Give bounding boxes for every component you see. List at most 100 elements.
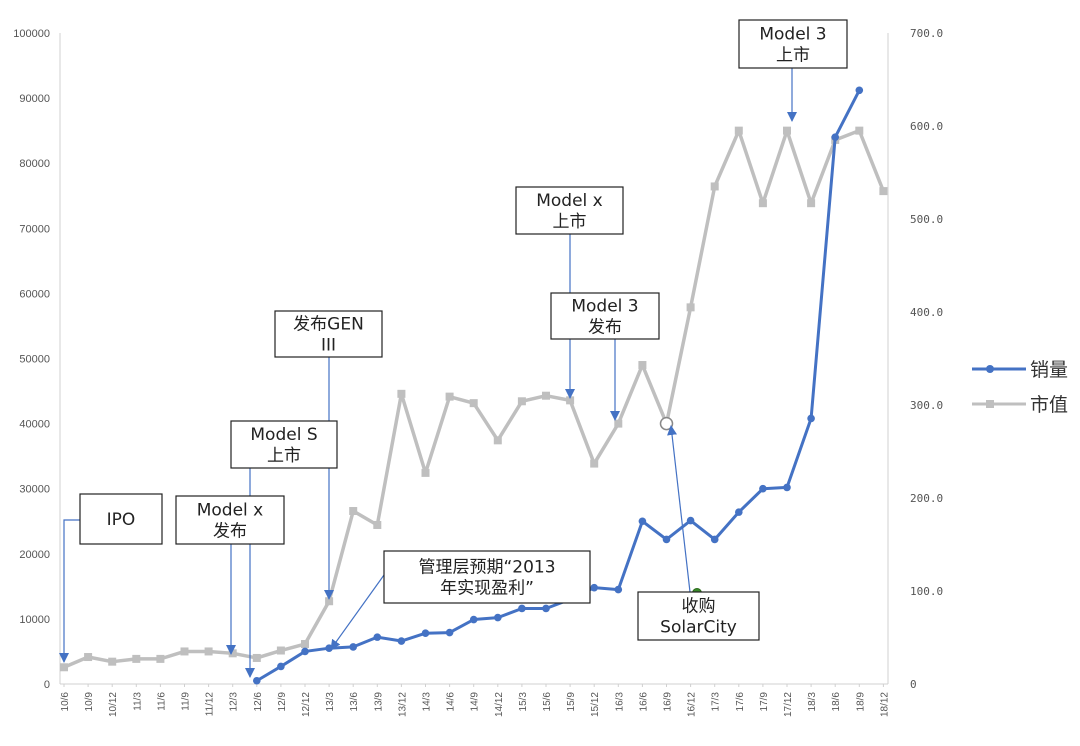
annotation-arrow xyxy=(671,426,690,592)
annotation-text: Model 3 xyxy=(571,297,638,317)
left-tick-label: 100000 xyxy=(13,28,50,40)
marketcap-point xyxy=(422,469,430,477)
sales-point xyxy=(349,643,357,651)
x-tick-label: 15/6 xyxy=(542,692,553,712)
x-tick-label: 10/6 xyxy=(60,692,71,712)
marketcap-point xyxy=(349,507,357,515)
annotation-text: 上市 xyxy=(267,446,301,466)
x-tick-label: 13/12 xyxy=(397,692,408,717)
sales-point xyxy=(687,517,695,525)
x-tick-label: 16/12 xyxy=(687,692,698,717)
x-tick-label: 13/9 xyxy=(373,692,384,712)
x-tick-label: 17/9 xyxy=(759,692,770,712)
x-tick-label: 18/9 xyxy=(855,692,866,712)
marketcap-point xyxy=(181,647,189,655)
marketcap-point xyxy=(687,303,695,311)
x-tick-label: 14/3 xyxy=(422,692,433,712)
sales-point xyxy=(301,648,309,656)
marketcap-point xyxy=(542,392,550,400)
annotation-text: 上市 xyxy=(553,212,587,232)
annotation-text: Model x xyxy=(197,501,264,521)
sales-point xyxy=(446,629,454,637)
annotation-box: Model 3上市 xyxy=(739,20,847,68)
annotation-box: Model 3发布 xyxy=(551,293,659,339)
marketcap-point xyxy=(277,647,285,655)
x-axis-ticks: 10/6 10/9 10/12 11/3 11/6 11/9 11/12 12/3 12/6 12… xyxy=(60,684,890,717)
right-tick-label: 200.0 xyxy=(910,492,943,505)
x-tick-label: 12/9 xyxy=(277,692,288,712)
sales-point xyxy=(615,586,623,594)
marketcap-point xyxy=(84,653,92,661)
marketcap-point xyxy=(735,127,743,135)
annotation-text: SolarCity xyxy=(660,618,737,638)
marketcap-point xyxy=(229,649,237,657)
x-tick-label: 15/9 xyxy=(566,692,577,712)
x-tick-label: 18/12 xyxy=(879,692,890,717)
right-tick-label: 600.0 xyxy=(910,120,943,133)
x-tick-label: 11/9 xyxy=(181,692,192,711)
marketcap-point xyxy=(373,521,381,529)
annotation-text: 发布GEN xyxy=(293,315,364,335)
left-tick-label: 90000 xyxy=(19,93,50,105)
left-tick-label: 30000 xyxy=(19,484,50,496)
marketcap-point xyxy=(711,182,719,190)
right-axis-ticks: 0 100.0 200.0 300.0 400.0 500.0 600.0 700.0 xyxy=(910,27,943,691)
sales-point xyxy=(735,508,743,516)
sales-point xyxy=(374,633,382,641)
annotation-text: 发布 xyxy=(588,318,622,338)
sales-point xyxy=(831,133,839,141)
sales-point xyxy=(253,677,261,685)
annotation-text: 年实现盈利” xyxy=(440,579,534,599)
right-tick-label: 700.0 xyxy=(910,27,943,40)
legend-label-marketcap: 市值 xyxy=(1030,394,1068,416)
sales-point xyxy=(759,485,767,493)
x-tick-label: 10/12 xyxy=(108,692,119,717)
left-tick-label: 40000 xyxy=(19,419,50,431)
marketcap-point xyxy=(783,127,791,135)
right-tick-label: 500.0 xyxy=(910,213,943,226)
annotation-text: 发布 xyxy=(213,522,247,542)
sales-point xyxy=(542,605,550,613)
annotation-text: IPO xyxy=(107,510,136,530)
sales-point xyxy=(518,605,526,613)
annotation-text: 上市 xyxy=(776,46,810,66)
marketcap-point xyxy=(60,663,68,671)
marketcap-point xyxy=(470,399,478,407)
left-axis-ticks: 0 10000 20000 30000 40000 50000 60000 70000 8000… xyxy=(13,28,50,691)
annotation-box: Model x发布 xyxy=(176,496,284,544)
left-tick-label: 0 xyxy=(44,679,50,691)
sales-point xyxy=(422,629,430,637)
x-tick-label: 11/3 xyxy=(132,692,143,711)
x-tick-label: 14/9 xyxy=(470,692,481,712)
x-tick-label: 15/3 xyxy=(518,692,529,712)
legend-entry-marketcap: 市值 xyxy=(972,394,1068,416)
x-tick-label: 13/3 xyxy=(325,692,336,712)
marketcap-point xyxy=(879,187,887,195)
marketcap-point xyxy=(301,640,309,648)
annotation-box: Model S上市 xyxy=(231,421,337,468)
left-tick-label: 70000 xyxy=(19,223,50,235)
annotation-text: III xyxy=(321,336,336,356)
marketcap-point xyxy=(518,397,526,405)
legend: 销量 市值 xyxy=(972,359,1068,416)
legend-label-sales: 销量 xyxy=(1030,359,1068,381)
left-tick-label: 50000 xyxy=(19,354,50,366)
annotation-box: Model x上市 xyxy=(516,187,623,234)
sales-point xyxy=(856,86,864,94)
marketcap-point xyxy=(205,647,213,655)
sales-point xyxy=(470,616,478,624)
annotation-layer: IPO Model x发布Model S上市发布GENIII管理层预期“2013年… xyxy=(64,20,847,677)
marketcap-point xyxy=(397,390,405,398)
marketcap-point xyxy=(132,655,140,663)
x-tick-label: 14/6 xyxy=(446,692,457,712)
annotation-box: IPO xyxy=(80,494,162,544)
x-tick-label: 10/9 xyxy=(84,692,95,712)
x-tick-label: 11/6 xyxy=(156,692,167,711)
annotation-arrow xyxy=(64,520,80,662)
sales-point xyxy=(663,536,671,544)
x-tick-label: 13/6 xyxy=(349,692,360,712)
marketcap-point xyxy=(759,199,767,207)
sales-point xyxy=(590,584,598,592)
